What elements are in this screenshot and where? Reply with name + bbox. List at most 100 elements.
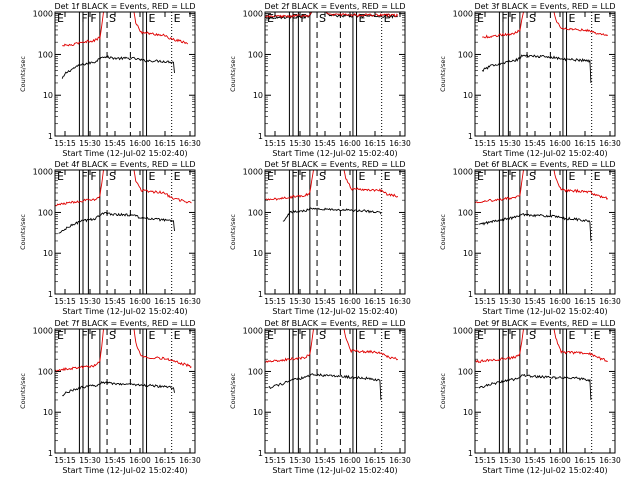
- time-marker-label: E: [477, 12, 484, 25]
- detector-panel-8: Det 8f BLACK = Events, RED = LLD Counts/s…: [229, 319, 411, 475]
- series-lld-line: [265, 12, 399, 19]
- time-marker-label: F: [501, 170, 507, 183]
- plot-frame: [264, 169, 406, 295]
- x-tick-label: 16:15: [154, 139, 176, 148]
- time-marker-label: E: [477, 170, 484, 183]
- x-tick-label: 16:15: [154, 456, 176, 465]
- time-marker-label: E: [149, 329, 156, 342]
- x-tick-label: 15:30: [79, 456, 101, 465]
- x-tick-label: 15:45: [524, 139, 546, 148]
- x-tick-label: 15:30: [79, 139, 101, 148]
- y-tick-label: 1: [468, 449, 473, 458]
- time-marker-label: S: [529, 170, 536, 183]
- x-tick-label: 16:00: [549, 139, 571, 148]
- x-tick-label: 16:00: [339, 456, 361, 465]
- time-marker-label: F: [300, 12, 306, 25]
- plot-frame: [264, 328, 406, 454]
- y-tick-label: 1: [258, 132, 263, 141]
- x-tick-label: 15:45: [104, 456, 126, 465]
- time-marker-label: F: [90, 329, 96, 342]
- panel-title: Det 1f BLACK = Events, RED = LLD: [54, 2, 195, 11]
- time-marker-label: F: [501, 329, 507, 342]
- series-lld-line: [62, 12, 189, 47]
- y-tick-label: 1000: [453, 168, 473, 177]
- x-tick-label: 15:45: [104, 139, 126, 148]
- y-tick-label: 10: [43, 408, 53, 417]
- panel-title: Det 5f BLACK = Events, RED = LLD: [264, 160, 405, 169]
- time-marker-label: E: [569, 329, 576, 342]
- time-marker-label: F: [300, 329, 306, 342]
- y-tick-label: 1000: [33, 10, 53, 19]
- y-tick-label: 100: [38, 50, 53, 59]
- time-marker-label: E: [267, 329, 274, 342]
- x-axis-label: Start Time (12-Jul-02 15:02:40): [482, 149, 607, 158]
- time-marker-label: E: [149, 12, 156, 25]
- time-marker-label: F: [291, 170, 297, 183]
- series-lld-line: [55, 170, 192, 207]
- y-axis-label: Counts/sec: [19, 56, 27, 92]
- detector-panel-3: Det 3f BLACK = Events, RED = LLD Counts/s…: [439, 2, 621, 158]
- time-marker-label: E: [149, 170, 156, 183]
- detector-panel-2: Det 2f BLACK = Events, RED = LLD Counts/s…: [229, 2, 411, 158]
- time-marker-label: E: [477, 329, 484, 342]
- series-events-line: [282, 207, 382, 222]
- time-marker-label: F: [81, 329, 87, 342]
- time-marker-label: F: [81, 170, 87, 183]
- time-marker-label: F: [90, 12, 96, 25]
- time-marker-label: E: [174, 12, 181, 25]
- time-marker-label: E: [384, 170, 391, 183]
- plot-frame: [264, 11, 406, 137]
- x-axis-label: Start Time (12-Jul-02 15:02:40): [482, 307, 607, 316]
- x-tick-label: 16:15: [364, 456, 386, 465]
- series-events-line: [481, 53, 592, 84]
- y-tick-label: 100: [248, 208, 263, 217]
- series-events-line: [265, 12, 398, 20]
- y-tick-label: 1: [48, 132, 53, 141]
- x-tick-label: 16:00: [129, 297, 151, 306]
- x-tick-label: 16:30: [599, 297, 621, 306]
- series-lld-line: [475, 170, 609, 204]
- x-tick-label: 16:00: [129, 456, 151, 465]
- x-tick-label: 16:15: [574, 139, 596, 148]
- x-tick-label: 16:30: [389, 139, 411, 148]
- time-marker-label: S: [529, 12, 536, 25]
- y-tick-label: 1: [468, 132, 473, 141]
- y-tick-label: 1000: [243, 10, 263, 19]
- x-tick-label: 15:30: [289, 297, 311, 306]
- y-tick-label: 1000: [33, 327, 53, 336]
- y-tick-label: 100: [458, 367, 473, 376]
- time-marker-label: E: [594, 170, 601, 183]
- y-tick-label: 100: [38, 367, 53, 376]
- panel-title: Det 9f BLACK = Events, RED = LLD: [474, 319, 615, 328]
- time-marker-label: S: [109, 12, 116, 25]
- time-marker-label: E: [267, 12, 274, 25]
- plot-frame: [54, 169, 196, 295]
- x-tick-label: 16:00: [129, 139, 151, 148]
- y-axis-label: Counts/sec: [19, 373, 27, 409]
- detector-panel-9: Det 9f BLACK = Events, RED = LLD Counts/s…: [439, 319, 621, 475]
- y-tick-label: 1000: [453, 327, 473, 336]
- time-marker-label: E: [569, 170, 576, 183]
- x-tick-label: 16:00: [339, 139, 361, 148]
- x-tick-label: 15:30: [79, 297, 101, 306]
- x-tick-label: 15:45: [524, 297, 546, 306]
- x-tick-label: 15:45: [104, 297, 126, 306]
- time-marker-label: S: [319, 12, 326, 25]
- x-tick-label: 16:30: [179, 297, 201, 306]
- x-tick-label: 15:30: [499, 297, 521, 306]
- time-marker-label: E: [174, 329, 181, 342]
- time-marker-label: E: [57, 329, 64, 342]
- y-axis-label: Counts/sec: [229, 214, 237, 250]
- y-tick-label: 1000: [33, 168, 53, 177]
- time-marker-label: E: [359, 170, 366, 183]
- plot-frame: [54, 328, 196, 454]
- y-tick-label: 100: [248, 367, 263, 376]
- y-axis-label: Counts/sec: [439, 214, 447, 250]
- panel-title: Det 3f BLACK = Events, RED = LLD: [474, 2, 615, 11]
- y-tick-label: 10: [463, 91, 473, 100]
- series-events-line: [61, 55, 175, 79]
- detector-panel-5: Det 5f BLACK = Events, RED = LLD Counts/s…: [229, 160, 411, 316]
- detector-panel-7: Det 7f BLACK = Events, RED = LLD Counts/s…: [19, 319, 201, 475]
- x-tick-label: 15:15: [474, 139, 496, 148]
